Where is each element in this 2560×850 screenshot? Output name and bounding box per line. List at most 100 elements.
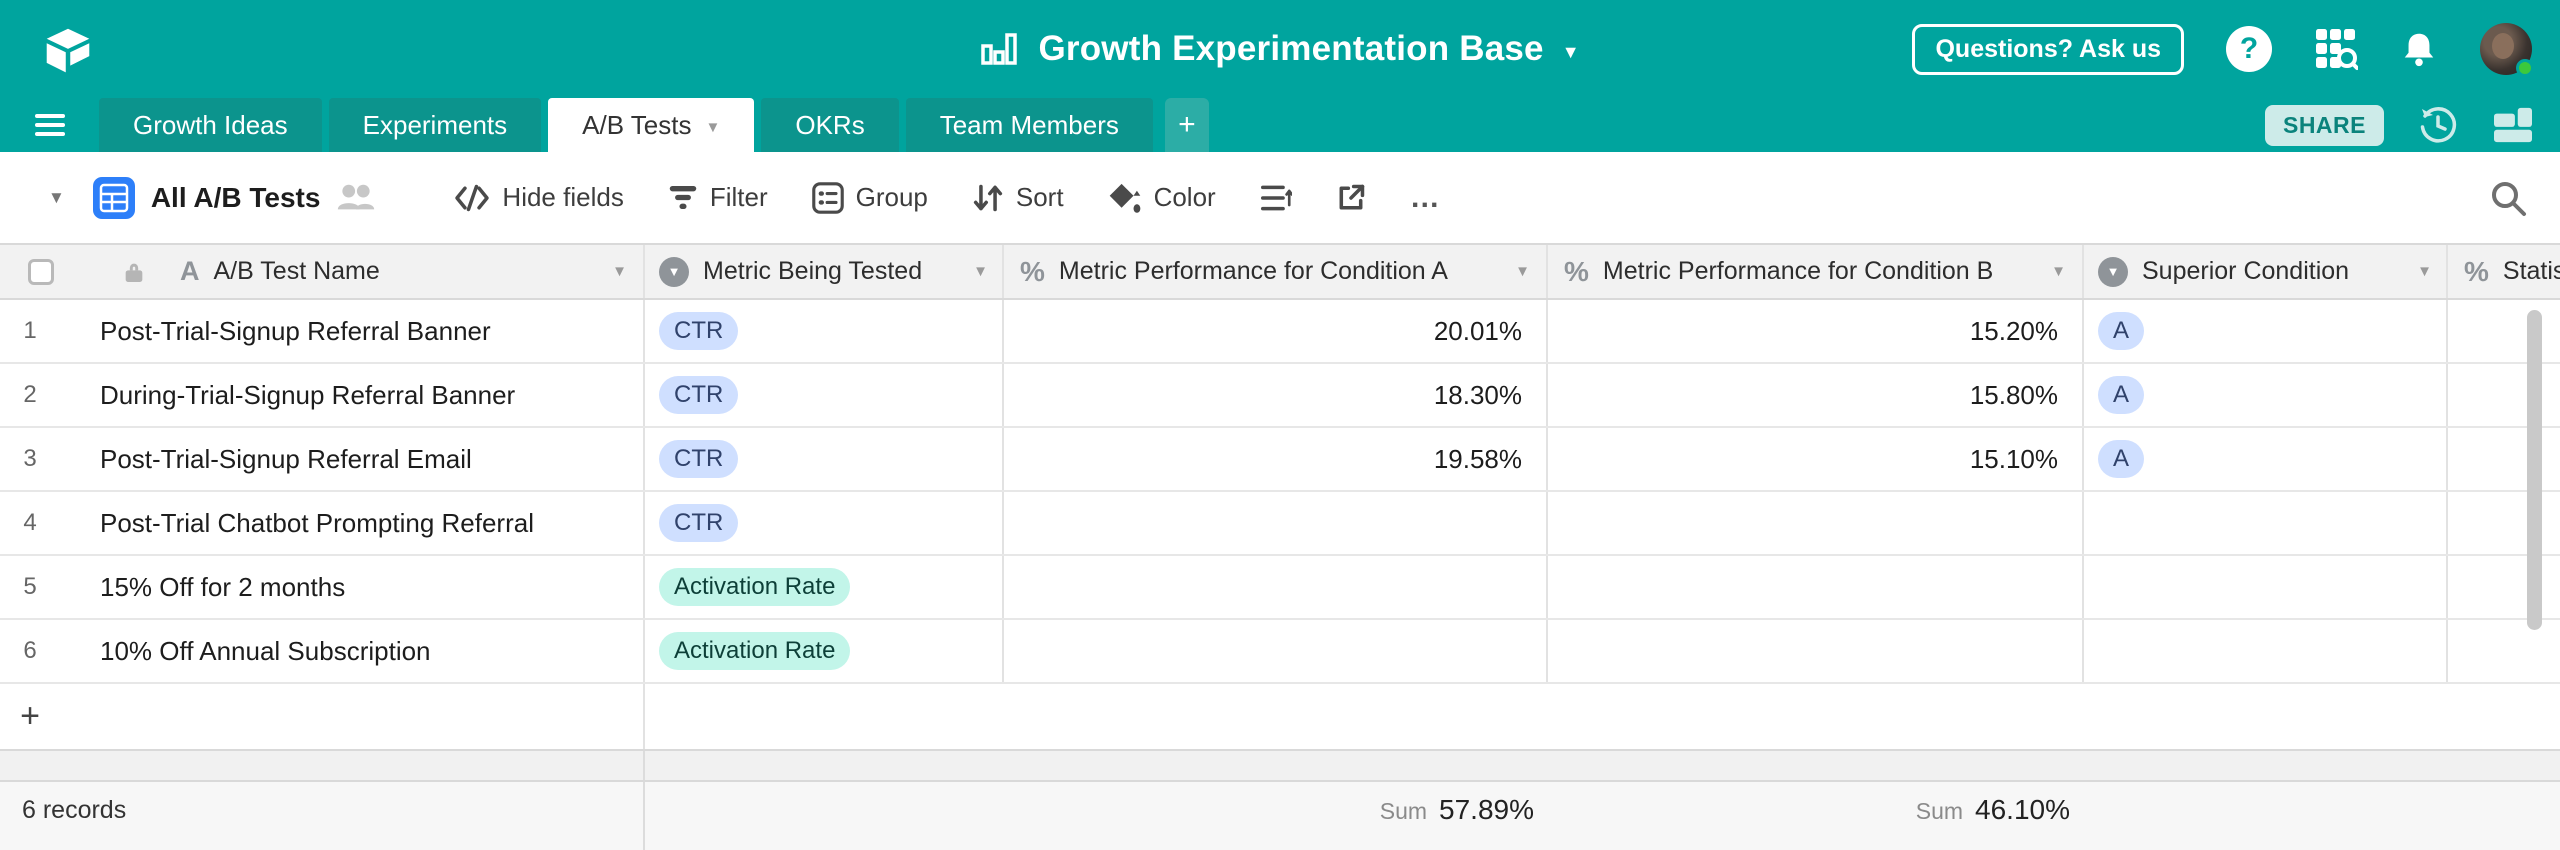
metric-pill: Activation Rate — [659, 568, 851, 606]
column-caret-icon[interactable]: ▼ — [2417, 263, 2432, 280]
cell-ab-test-name[interactable]: 6 10% Off Annual Subscription — [0, 620, 645, 682]
cell-statistical-significance[interactable] — [2448, 300, 2560, 362]
lock-icon — [124, 260, 144, 284]
tab-ab-tests[interactable]: A/B Tests ▼ — [548, 98, 755, 152]
add-table-button[interactable]: + — [1164, 98, 1209, 152]
group-button[interactable]: Group — [811, 181, 928, 214]
cell-superior-condition[interactable]: A — [2084, 364, 2448, 426]
cell-performance-b[interactable] — [1548, 620, 2084, 682]
add-record-row[interactable]: + — [0, 684, 2560, 751]
add-record-plus-icon[interactable]: + — [20, 697, 40, 735]
cell-statistical-significance[interactable] — [2448, 492, 2560, 554]
table-tab-bar: Growth Ideas Experiments A/B Tests ▼ OKR… — [0, 98, 2560, 152]
base-title[interactable]: Growth Experimentation Base — [1038, 29, 1544, 68]
column-header-statistical-significance[interactable]: % Statistical Significance — [2464, 255, 2560, 287]
cell-performance-b[interactable] — [1548, 492, 2084, 554]
cell-ab-test-name[interactable]: 1 Post-Trial-Signup Referral Banner — [0, 300, 645, 362]
column-header-metric-being-tested[interactable]: ▼ Metric Being Tested ▼ — [645, 245, 1004, 298]
grid-empty-band — [0, 751, 2560, 782]
grid-view: A A/B Test Name ▼ ▼ Metric Being Tested … — [0, 245, 2560, 850]
single-select-field-type-icon: ▼ — [659, 256, 689, 287]
filter-button[interactable]: Filter — [668, 182, 768, 213]
share-view-icon[interactable] — [1336, 183, 1366, 213]
cell-performance-a[interactable] — [1004, 492, 1548, 554]
tab-team-members[interactable]: Team Members — [905, 98, 1153, 152]
cell-performance-b[interactable]: 15.80% — [1548, 364, 2084, 426]
column-caret-icon[interactable]: ▼ — [973, 263, 988, 280]
cell-metric[interactable]: CTR — [645, 364, 1004, 426]
cell-superior-condition[interactable] — [2084, 620, 2448, 682]
apps-layout-icon[interactable] — [2492, 106, 2534, 144]
view-name[interactable]: All A/B Tests — [150, 181, 321, 213]
help-icon[interactable]: ? — [2226, 26, 2272, 72]
cell-superior-condition[interactable] — [2084, 556, 2448, 618]
sidebar-menu-icon[interactable] — [0, 98, 99, 152]
row-height-icon[interactable] — [1260, 183, 1292, 213]
record-count: 6 records — [22, 796, 127, 824]
cell-metric[interactable]: CTR — [645, 428, 1004, 490]
questions-ask-us-button[interactable]: Questions? Ask us — [1912, 23, 2184, 75]
tab-growth-ideas[interactable]: Growth Ideas — [99, 98, 322, 152]
cell-superior-condition[interactable]: A — [2084, 428, 2448, 490]
more-options-button[interactable]: … — [1409, 180, 1440, 214]
select-all-checkbox[interactable] — [28, 258, 54, 285]
hide-fields-button[interactable]: Hide fields — [454, 182, 624, 213]
column-caret-icon[interactable]: ▼ — [612, 263, 627, 280]
table-row: 3 Post-Trial-Signup Referral Email CTR 1… — [0, 428, 2560, 492]
column-header-metric-performance-a[interactable]: % Metric Performance for Condition A ▼ — [1004, 245, 1548, 298]
cell-statistical-significance[interactable] — [2448, 556, 2560, 618]
base-chart-icon — [980, 29, 1020, 69]
marketplace-search-icon[interactable] — [2314, 27, 2358, 71]
column-caret-icon[interactable]: ▼ — [2051, 263, 2066, 280]
tab-okrs[interactable]: OKRs — [761, 98, 899, 152]
user-avatar[interactable] — [2480, 23, 2534, 77]
cell-metric[interactable]: Activation Rate — [645, 556, 1004, 618]
percent-field-type-icon: % — [2464, 255, 2489, 287]
history-icon[interactable] — [2418, 105, 2458, 145]
airtable-logo-icon[interactable] — [40, 22, 96, 78]
cell-performance-a[interactable]: 20.01% — [1004, 300, 1548, 362]
metric-pill: Activation Rate — [659, 632, 851, 670]
cell-superior-condition[interactable]: A — [2084, 300, 2448, 362]
column-header-superior-condition[interactable]: ▼ Superior Condition ▼ — [2084, 245, 2448, 298]
cell-superior-condition[interactable] — [2084, 492, 2448, 554]
sort-button[interactable]: Sort — [972, 182, 1064, 213]
cell-ab-test-name[interactable]: 5 15% Off for 2 months — [0, 556, 645, 618]
column-header-metric-performance-b[interactable]: % Metric Performance for Condition B ▼ — [1548, 245, 2084, 298]
cell-performance-a[interactable] — [1004, 620, 1548, 682]
cell-ab-test-name[interactable]: 2 During-Trial-Signup Referral Banner — [0, 364, 645, 426]
cell-performance-b[interactable]: 15.20% — [1548, 300, 2084, 362]
cell-metric[interactable]: CTR — [645, 492, 1004, 554]
views-sidebar-caret-icon[interactable]: ▼ — [48, 187, 65, 207]
share-button[interactable]: SHARE — [2264, 104, 2384, 146]
view-collaborators-icon — [336, 182, 376, 213]
search-icon[interactable] — [2488, 178, 2528, 218]
metric-pill: CTR — [659, 504, 739, 542]
cell-statistical-significance[interactable] — [2448, 428, 2560, 490]
base-menu-caret-icon[interactable]: ▼ — [1561, 41, 1580, 62]
cell-metric[interactable]: CTR — [645, 300, 1004, 362]
cell-metric[interactable]: Activation Rate — [645, 620, 1004, 682]
notifications-bell-icon[interactable] — [2400, 30, 2438, 68]
cell-statistical-significance[interactable] — [2448, 364, 2560, 426]
cell-performance-a[interactable]: 18.30% — [1004, 364, 1548, 426]
vertical-scrollbar[interactable] — [2527, 310, 2542, 630]
cell-ab-test-name[interactable]: 4 Post-Trial Chatbot Prompting Referral — [0, 492, 645, 554]
tab-experiments[interactable]: Experiments — [328, 98, 542, 152]
cell-performance-a[interactable] — [1004, 556, 1548, 618]
view-toolbar: ▼ All A/B Tests Hide fields F — [0, 152, 2560, 245]
superior-pill: A — [2098, 376, 2145, 414]
sum-performance-a[interactable]: Sum 57.89% — [1379, 794, 1534, 825]
column-caret-icon[interactable]: ▼ — [1515, 263, 1530, 280]
tab-menu-caret-icon[interactable]: ▼ — [705, 118, 721, 136]
cell-ab-test-name[interactable]: 3 Post-Trial-Signup Referral Email — [0, 428, 645, 490]
table-row: 1 Post-Trial-Signup Referral Banner CTR … — [0, 300, 2560, 364]
cell-performance-b[interactable] — [1548, 556, 2084, 618]
grid-view-icon — [92, 176, 135, 219]
color-button[interactable]: Color — [1108, 182, 1216, 213]
cell-performance-a[interactable]: 19.58% — [1004, 428, 1548, 490]
cell-statistical-significance[interactable] — [2448, 620, 2560, 682]
column-header-ab-test-name[interactable]: A A/B Test Name ▼ — [0, 245, 645, 298]
sum-performance-b[interactable]: Sum 46.10% — [1915, 794, 2070, 825]
cell-performance-b[interactable]: 15.10% — [1548, 428, 2084, 490]
